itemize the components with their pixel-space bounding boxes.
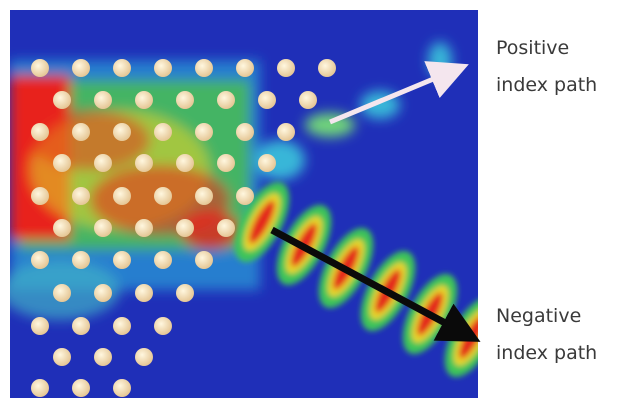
rod (113, 59, 131, 77)
rod (176, 284, 194, 302)
rod (113, 379, 131, 397)
rod (277, 123, 295, 141)
rod (176, 91, 194, 109)
rod (94, 219, 112, 237)
rod (31, 123, 49, 141)
rod (31, 317, 49, 335)
rod (53, 91, 71, 109)
label-negative-1: Negative (496, 305, 581, 327)
rod (113, 317, 131, 335)
rod (72, 317, 90, 335)
rod (318, 59, 336, 77)
rod (113, 123, 131, 141)
rod (154, 317, 172, 335)
rod (195, 123, 213, 141)
rod (94, 284, 112, 302)
rod (258, 91, 276, 109)
rod (72, 123, 90, 141)
rod (154, 123, 172, 141)
rod (299, 91, 317, 109)
rod (53, 348, 71, 366)
rod (31, 251, 49, 269)
rod (113, 187, 131, 205)
rod (31, 187, 49, 205)
rod (236, 123, 254, 141)
rod (31, 59, 49, 77)
rod (236, 59, 254, 77)
rod (72, 187, 90, 205)
rod (135, 219, 153, 237)
rod (154, 59, 172, 77)
rod (53, 219, 71, 237)
rod (72, 379, 90, 397)
rod (53, 284, 71, 302)
label-positive-1: Positive (496, 37, 569, 59)
field-map (10, 10, 478, 398)
rod (31, 379, 49, 397)
positive-arrow (329, 61, 469, 125)
rod (72, 59, 90, 77)
rod (217, 219, 235, 237)
rod (72, 251, 90, 269)
rod (154, 251, 172, 269)
rod (94, 348, 112, 366)
rod (217, 154, 235, 172)
rod (154, 187, 172, 205)
rod (195, 251, 213, 269)
label-positive-2: index path (496, 74, 597, 96)
rod-lattice (31, 59, 336, 397)
rod (236, 187, 254, 205)
label-negative-2: index path (496, 342, 597, 364)
rod (53, 154, 71, 172)
lobe-core (249, 200, 275, 244)
negative-arrow (270, 226, 481, 342)
rod (94, 154, 112, 172)
rod (217, 91, 235, 109)
rod (135, 91, 153, 109)
rod (135, 154, 153, 172)
rod (176, 154, 194, 172)
rod (113, 251, 131, 269)
rod (94, 91, 112, 109)
rod (277, 59, 295, 77)
rod (135, 284, 153, 302)
rod (195, 59, 213, 77)
rod (135, 348, 153, 366)
rod (258, 154, 276, 172)
rod (176, 219, 194, 237)
rod (195, 187, 213, 205)
